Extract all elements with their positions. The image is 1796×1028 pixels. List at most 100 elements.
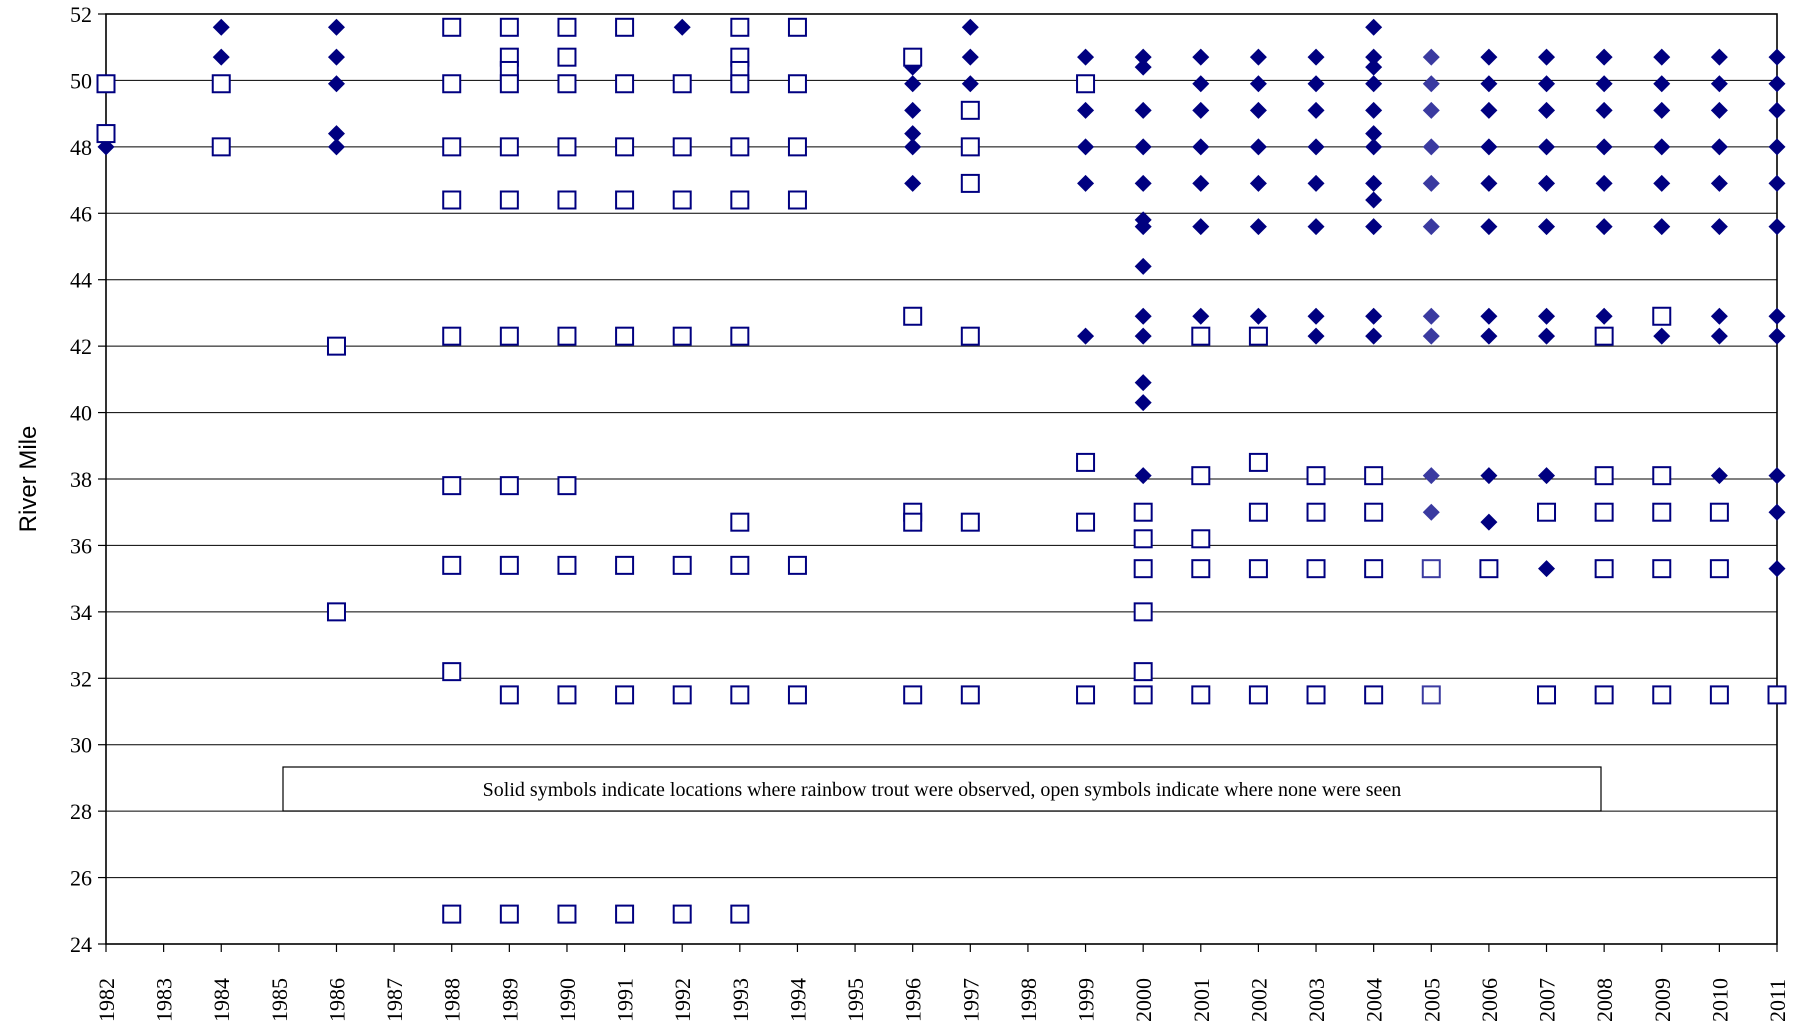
no-trout-marker <box>557 904 577 924</box>
no-trout-marker <box>960 137 980 157</box>
trout-observed-marker <box>1365 191 1383 209</box>
trout-observed-marker <box>212 48 230 66</box>
x-tick-label: 1991 <box>613 978 638 1022</box>
x-tick-label: 2011 <box>1765 979 1790 1022</box>
y-tick-label: 30 <box>70 733 92 758</box>
no-trout-marker <box>442 137 462 157</box>
no-trout-marker <box>442 326 462 346</box>
no-trout-marker <box>730 512 750 532</box>
trout-observed-marker <box>1595 307 1613 325</box>
annotation-frame <box>282 766 1602 812</box>
trout-observed-marker <box>1768 75 1786 93</box>
x-tick-label: 2004 <box>1362 978 1387 1022</box>
trout-observed-marker <box>1134 101 1152 119</box>
trout-observed-marker <box>1249 48 1267 66</box>
trout-observed-marker <box>1480 48 1498 66</box>
no-trout-marker <box>1076 512 1096 532</box>
no-trout-marker <box>787 137 807 157</box>
trout-observed-marker <box>1249 101 1267 119</box>
no-trout-marker <box>787 555 807 575</box>
no-trout-marker <box>442 662 462 682</box>
no-trout-marker <box>1076 685 1096 705</box>
no-trout-marker <box>730 685 750 705</box>
no-trout-marker <box>1709 685 1729 705</box>
x-tick-label: 1997 <box>958 978 983 1022</box>
no-trout-marker <box>96 74 116 94</box>
no-trout-marker <box>1306 559 1326 579</box>
no-trout-marker <box>672 685 692 705</box>
trout-observed-marker <box>1422 307 1440 325</box>
no-trout-marker <box>1421 559 1441 579</box>
trout-observed-marker <box>1768 48 1786 66</box>
no-trout-marker <box>1306 685 1326 705</box>
no-trout-marker <box>615 904 635 924</box>
trout-observed-marker <box>1538 138 1556 156</box>
x-tick-label: 1996 <box>901 978 926 1022</box>
trout-observed-marker <box>904 58 922 76</box>
no-trout-marker <box>1652 306 1672 326</box>
no-trout-marker <box>442 74 462 94</box>
x-tick-label: 1983 <box>152 978 177 1022</box>
no-trout-marker <box>499 326 519 346</box>
no-trout-marker <box>672 190 692 210</box>
no-trout-marker <box>960 685 980 705</box>
trout-observed-marker <box>1192 218 1210 236</box>
trout-observed-marker <box>1077 101 1095 119</box>
no-trout-marker <box>615 685 635 705</box>
trout-observed-marker <box>1422 467 1440 485</box>
no-trout-marker <box>1364 502 1384 522</box>
trout-observed-marker <box>1422 48 1440 66</box>
no-trout-marker <box>557 555 577 575</box>
trout-observed-marker <box>1538 75 1556 93</box>
trout-observed-marker <box>1422 101 1440 119</box>
trout-observed-marker <box>1192 101 1210 119</box>
trout-observed-marker <box>1768 327 1786 345</box>
no-trout-marker <box>787 685 807 705</box>
trout-observed-marker <box>1538 560 1556 578</box>
trout-observed-marker <box>1480 467 1498 485</box>
trout-observed-marker <box>1710 174 1728 192</box>
trout-observed-marker <box>1480 327 1498 345</box>
trout-observed-marker <box>1653 218 1671 236</box>
no-trout-marker <box>615 555 635 575</box>
no-trout-marker <box>615 17 635 37</box>
trout-observed-marker <box>1249 75 1267 93</box>
no-trout-marker <box>557 74 577 94</box>
x-tick-label: 1990 <box>555 978 580 1022</box>
no-trout-marker <box>960 100 980 120</box>
no-trout-marker <box>499 476 519 496</box>
trout-observed-marker <box>1768 560 1786 578</box>
y-tick-label: 52 <box>70 2 92 27</box>
y-tick-label: 36 <box>70 533 92 558</box>
no-trout-marker <box>615 74 635 94</box>
trout-observed-marker <box>1595 138 1613 156</box>
no-trout-marker <box>615 190 635 210</box>
trout-observed-marker <box>1653 174 1671 192</box>
y-tick-label: 28 <box>70 799 92 824</box>
trout-observed-marker <box>1365 48 1383 66</box>
trout-observed-marker <box>1538 101 1556 119</box>
trout-observed-marker <box>673 18 691 36</box>
trout-observed-marker <box>1077 48 1095 66</box>
no-trout-marker <box>1364 685 1384 705</box>
trout-observed-marker <box>1077 327 1095 345</box>
trout-observed-marker <box>1134 48 1152 66</box>
trout-observed-marker <box>1710 138 1728 156</box>
trout-observed-marker <box>1249 174 1267 192</box>
trout-observed-marker <box>1134 374 1152 392</box>
no-trout-marker <box>1133 529 1153 549</box>
no-trout-marker <box>960 173 980 193</box>
trout-observed-marker <box>1422 138 1440 156</box>
trout-observed-marker <box>1192 48 1210 66</box>
x-tick-label: 2003 <box>1304 978 1329 1022</box>
no-trout-marker <box>557 326 577 346</box>
trout-observed-marker <box>1134 327 1152 345</box>
trout-observed-marker <box>1307 218 1325 236</box>
x-tick-label: 1986 <box>324 978 349 1022</box>
trout-observed-marker <box>1480 75 1498 93</box>
no-trout-marker <box>1191 326 1211 346</box>
trout-observed-marker <box>1538 218 1556 236</box>
trout-observed-marker <box>1653 101 1671 119</box>
x-tick-label: 2007 <box>1535 978 1560 1022</box>
trout-observed-marker <box>1249 218 1267 236</box>
